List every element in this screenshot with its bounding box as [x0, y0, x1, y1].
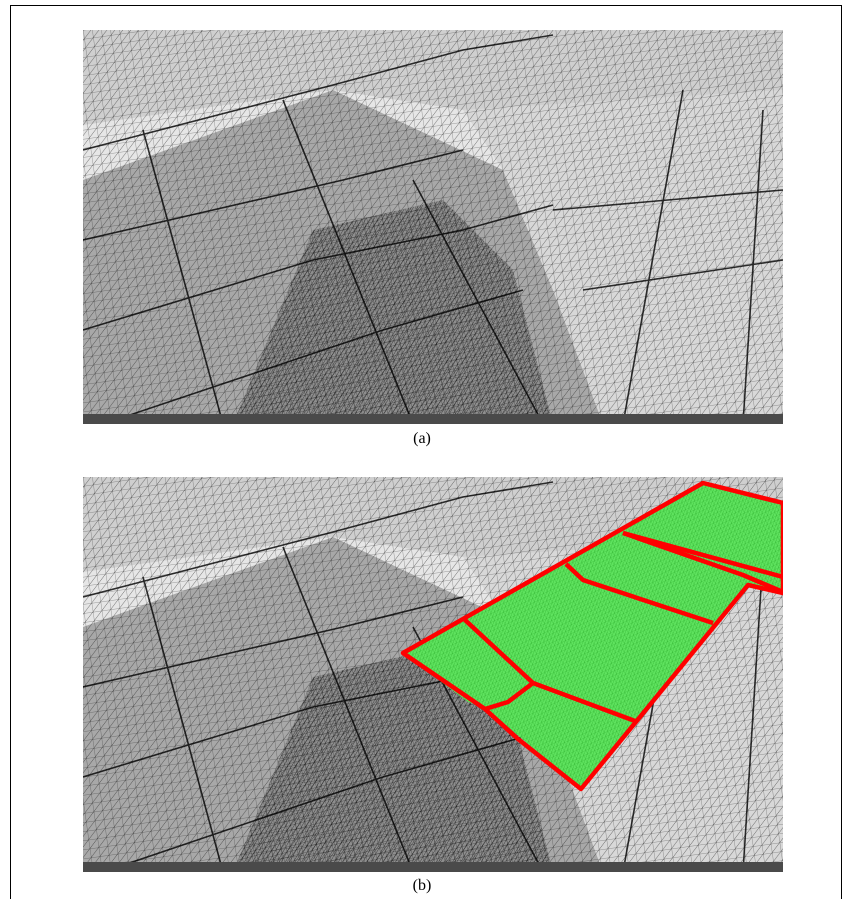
- highlight-outline: [400, 480, 783, 792]
- mesh-panel-b: [83, 477, 783, 872]
- caption-a: (a): [413, 430, 431, 447]
- base-bar: [83, 414, 783, 424]
- base-bar: [83, 862, 783, 872]
- mesh-panel-a: [83, 30, 783, 424]
- highlight-region: [400, 480, 783, 792]
- mesh-render-b: [83, 477, 783, 872]
- caption-b: (b): [412, 877, 432, 894]
- mesh-render-a: [83, 30, 783, 424]
- coarse-grid: [83, 34, 783, 424]
- figure-frame: [10, 5, 842, 899]
